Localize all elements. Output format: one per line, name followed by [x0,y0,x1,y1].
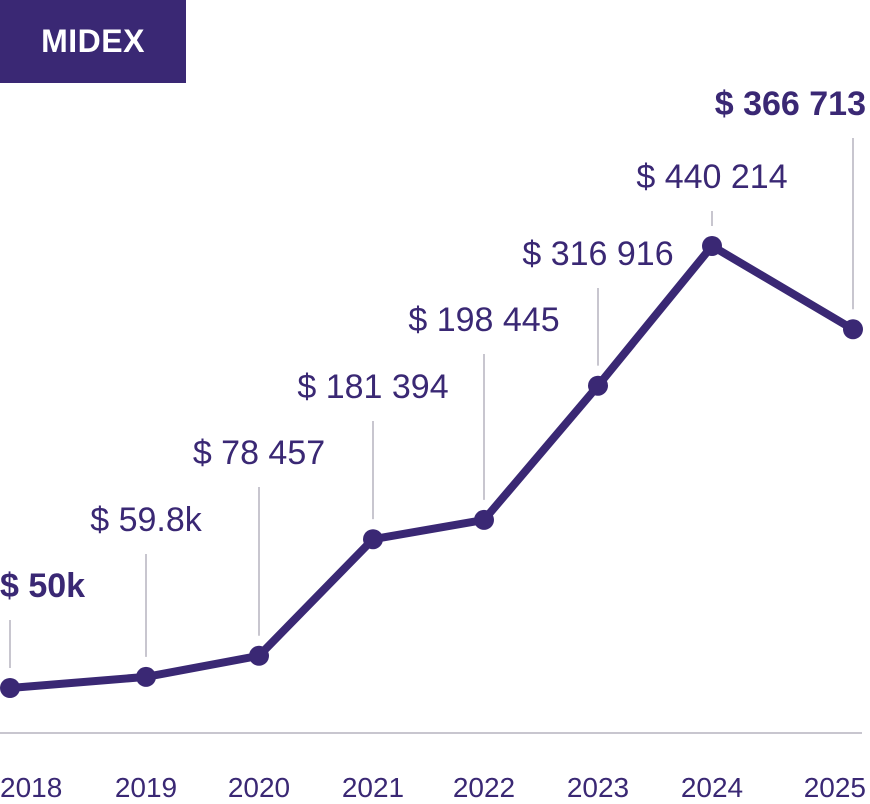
data-label: $ 78 457 [193,434,325,472]
data-point [843,319,863,340]
x-tick-labels: 2018 2019 2020 2021 2022 2023 2024 2025 [0,772,866,803]
x-tick-label: 2020 [228,772,290,803]
data-point [136,666,156,687]
data-labels: $ 50k$ 59.8k $ 78 457 $ 181 394 $ 198 445 $ … [0,85,866,605]
data-point [363,529,383,550]
data-point [0,678,20,698]
data-point [588,375,608,396]
x-tick-label: 2024 [681,772,743,803]
data-label: $ 181 394 [297,368,448,406]
x-tick-label: 2021 [342,772,404,803]
series-line [6,242,857,692]
x-tick-label: 2023 [567,772,629,803]
data-label: $ 198 445 [408,301,559,339]
x-tick-label: 2022 [453,772,515,803]
data-label: $ 366 713 [715,85,866,123]
data-point [474,509,494,530]
data-label: $ 440 214 [636,158,787,196]
x-tick-label: 2019 [115,772,177,803]
data-label: $ 50k [0,567,85,605]
data-points [0,236,863,698]
leader-lines [9,138,854,668]
data-point [702,236,722,256]
data-label: $ 59.8k [90,501,203,539]
x-tick-label: 2018 [0,772,62,803]
data-label: $ 316 916 [522,235,673,273]
x-tick-label: 2025 [804,772,866,803]
data-point [249,645,269,666]
chart-title-badge: MIDEX [0,0,186,83]
